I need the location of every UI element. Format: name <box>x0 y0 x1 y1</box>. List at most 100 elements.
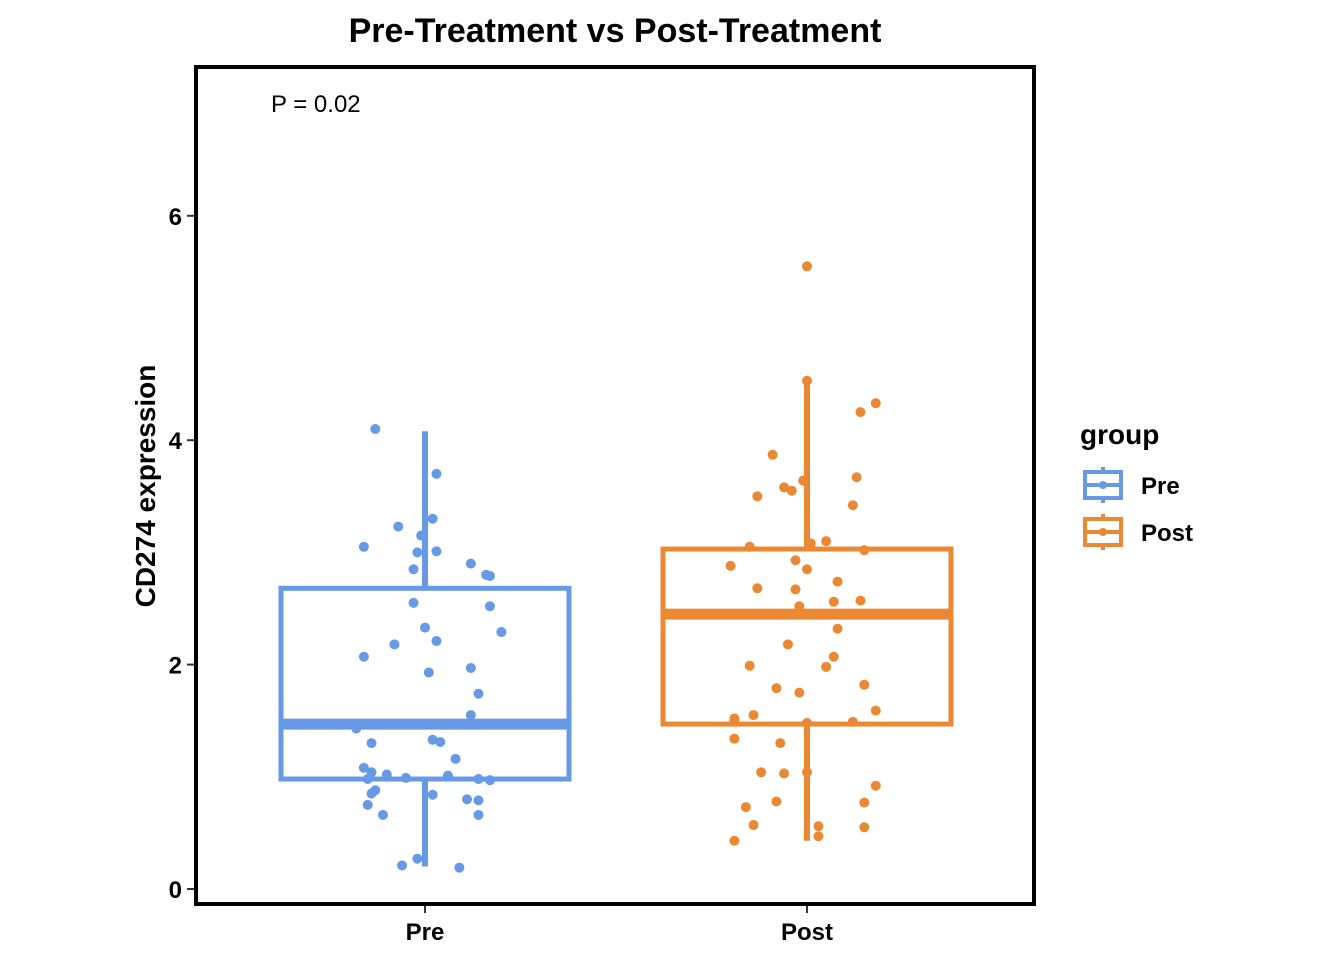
data-point-pre <box>435 737 446 748</box>
data-point-post <box>832 576 843 587</box>
data-point-post <box>859 822 870 833</box>
data-point-post <box>832 623 843 634</box>
data-point-pre <box>393 521 404 532</box>
legend-label: Pre <box>1141 473 1180 500</box>
data-point-pre <box>397 860 408 871</box>
data-point-post <box>859 797 870 808</box>
data-point-pre <box>427 513 438 524</box>
data-point-pre <box>408 597 419 608</box>
data-point-pre <box>358 762 369 773</box>
data-point-pre <box>366 788 377 799</box>
y-tick-label: 2 <box>169 653 182 680</box>
data-point-pre <box>408 564 419 575</box>
data-point-pre <box>442 770 453 781</box>
data-point-post <box>855 595 866 606</box>
data-point-pre <box>400 772 411 783</box>
data-point-post <box>859 679 870 690</box>
data-point-pre <box>427 789 438 800</box>
data-point-post <box>802 717 812 728</box>
boxes <box>278 378 954 867</box>
data-point-post <box>775 738 786 749</box>
data-point-post <box>748 710 759 721</box>
data-point-pre <box>473 795 484 806</box>
data-point-pre <box>370 423 381 434</box>
data-point-post <box>794 687 805 698</box>
data-point-post <box>790 584 801 595</box>
data-point-post <box>748 820 759 831</box>
data-point-pre <box>484 775 495 786</box>
data-point-pre <box>420 622 430 633</box>
data-point-pre <box>377 809 388 820</box>
data-point-post <box>870 705 881 716</box>
data-point-pre <box>362 799 373 810</box>
data-point-post <box>771 683 782 694</box>
data-point-pre <box>381 769 392 780</box>
x-tick-label: Pre <box>406 919 445 946</box>
data-point-pre <box>358 541 369 552</box>
data-point-post <box>752 491 763 502</box>
data-point-pre <box>362 774 373 785</box>
chart-title: Pre-Treatment vs Post-Treatment <box>349 12 882 50</box>
data-point-post <box>813 831 824 842</box>
data-point-pre <box>473 688 484 699</box>
data-point-post <box>740 802 751 813</box>
y-axis: 0 2 4 6 <box>169 204 196 904</box>
data-point-pre <box>484 570 495 581</box>
p-value-annotation: P = 0.02 <box>271 91 361 118</box>
data-point-pre <box>366 738 377 749</box>
data-point-post <box>798 475 809 486</box>
data-point-pre <box>389 639 400 650</box>
data-point-post <box>802 261 812 272</box>
data-point-post <box>771 796 782 807</box>
data-point-post <box>855 407 866 418</box>
y-tick-label: 0 <box>169 877 182 904</box>
legend-key-box-icon <box>1083 514 1123 550</box>
data-point-post <box>847 716 858 727</box>
data-point-post <box>870 398 881 409</box>
legend-title: group <box>1080 419 1159 450</box>
y-tick-label: 4 <box>169 428 183 455</box>
data-point-pre <box>423 667 434 678</box>
data-point-pre <box>484 601 495 612</box>
data-point-post <box>725 560 736 571</box>
data-point-pre <box>431 468 442 479</box>
data-point-post <box>813 821 824 832</box>
data-point-post <box>794 601 805 612</box>
data-point-pre <box>427 734 438 745</box>
data-point-pre <box>351 723 362 734</box>
data-point-pre <box>473 774 484 785</box>
data-point-pre <box>431 636 442 647</box>
legend-item-pre: Pre <box>1083 467 1180 503</box>
data-point-post <box>821 536 832 547</box>
data-point-post <box>847 500 858 511</box>
plot-panel-border <box>194 65 1036 906</box>
data-point-post <box>859 545 870 556</box>
interquartile-box <box>660 546 954 727</box>
data-point-post <box>752 583 763 594</box>
data-point-pre <box>416 530 427 541</box>
data-point-post <box>744 541 755 552</box>
box-pre <box>278 431 572 867</box>
data-points <box>351 261 881 873</box>
data-point-post <box>729 715 740 726</box>
data-point-post <box>790 555 801 566</box>
data-point-post <box>828 596 839 607</box>
data-point-pre <box>496 627 507 638</box>
data-point-pre <box>462 794 473 805</box>
data-point-pre <box>431 546 442 557</box>
data-point-pre <box>473 809 484 820</box>
legend-label: Post <box>1141 520 1193 547</box>
data-point-post <box>802 767 812 778</box>
data-point-post <box>729 835 740 846</box>
data-point-post <box>779 768 790 779</box>
data-point-post <box>767 449 778 460</box>
data-point-post <box>744 660 755 671</box>
data-point-pre <box>412 853 423 864</box>
data-point-pre <box>454 862 465 873</box>
data-point-pre <box>465 558 476 569</box>
data-point-post <box>786 485 797 496</box>
y-tick-label: 6 <box>169 204 182 231</box>
data-point-post <box>779 482 790 493</box>
data-point-post <box>870 780 881 791</box>
data-point-post <box>828 651 839 662</box>
